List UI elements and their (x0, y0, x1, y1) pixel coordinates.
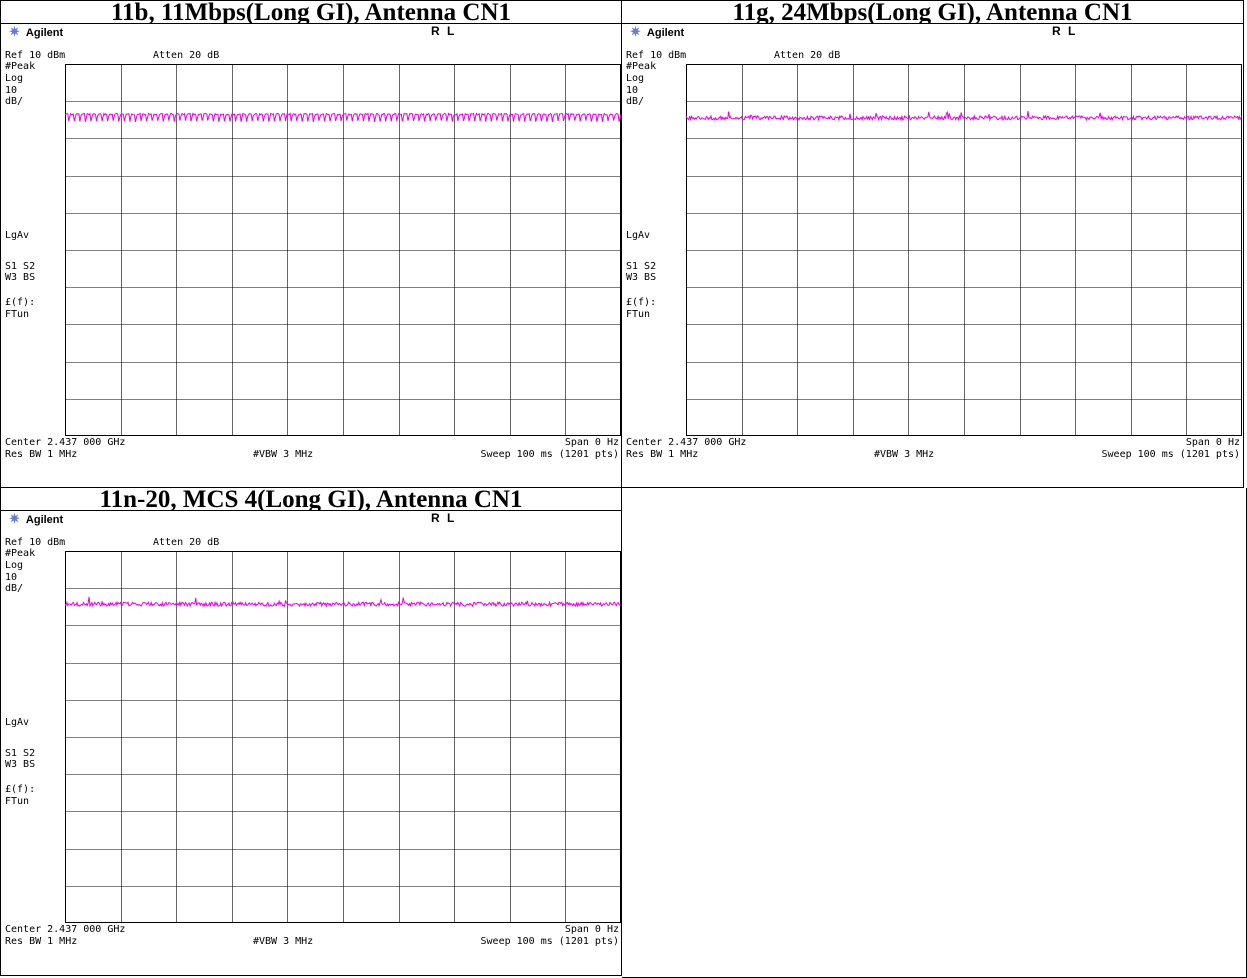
side-peak: #Peak (626, 61, 657, 72)
side-ftun: FTun (5, 309, 30, 320)
side-db-div: dB/ (5, 96, 24, 107)
analyzer-screen: ✷ Agilent R L Ref 10 dBm Atten 20 dB #Pea… (1, 24, 621, 489)
side-db-div: dB/ (626, 96, 645, 107)
side-db-div: dB/ (5, 583, 24, 594)
attenuation: Atten 20 dB (153, 50, 220, 61)
side-lgav: LgAv (5, 717, 30, 728)
panel-title: 11n-20, MCS 4(Long GI), Antenna CN1 (1, 488, 621, 511)
agilent-logo-icon: ✷ (630, 24, 641, 39)
sweep-time: Sweep 100 ms (1201 pts) (480, 936, 619, 947)
side-ff: £(f): (5, 297, 36, 308)
graticule-border (65, 64, 621, 436)
graticule (65, 64, 621, 436)
panel-3: 11n-20, MCS 4(Long GI), Antenna CN1 ✷ Agi… (0, 488, 622, 976)
ref-level: Ref 10 dBm (626, 50, 687, 61)
side-lgav: LgAv (5, 230, 30, 241)
agilent-logo-icon: ✷ (9, 24, 20, 39)
side-s1s2: S1 S2 (5, 748, 36, 759)
trace-line (686, 110, 1242, 122)
side-ff: £(f): (626, 297, 657, 308)
span: Span 0 Hz (564, 924, 619, 935)
attenuation: Atten 20 dB (774, 50, 841, 61)
brand-name: Agilent (25, 27, 64, 39)
brand-row: ✷ Agilent (9, 511, 63, 529)
span: Span 0 Hz (564, 437, 619, 448)
analyzer-screen: ✷ Agilent R L Ref 10 dBm Atten 20 dB #Pea… (1, 511, 621, 976)
side-log: Log (5, 73, 24, 84)
spectrum-plot (686, 64, 1242, 436)
side-peak: #Peak (5, 61, 36, 72)
video-bandwidth: #VBW 3 MHz (253, 936, 314, 947)
brand-row: ✷ Agilent (9, 24, 63, 42)
resolution-bandwidth: Res BW 1 MHz (626, 449, 699, 460)
agilent-logo-icon: ✷ (9, 511, 20, 526)
graticule-border (686, 64, 1242, 436)
empty-cell (622, 488, 1247, 978)
rl-indicator: R L (1052, 24, 1078, 38)
side-ff: £(f): (5, 784, 36, 795)
trace-line (65, 112, 621, 123)
side-s1s2: S1 S2 (626, 261, 657, 272)
resolution-bandwidth: Res BW 1 MHz (5, 449, 78, 460)
video-bandwidth: #VBW 3 MHz (253, 449, 314, 460)
center-frequency: Center 2.437 000 GHz (626, 437, 747, 448)
ref-level: Ref 10 dBm (5, 537, 66, 548)
side-lgav: LgAv (626, 230, 651, 241)
center-frequency: Center 2.437 000 GHz (5, 437, 126, 448)
side-log: Log (626, 73, 645, 84)
video-bandwidth: #VBW 3 MHz (874, 449, 935, 460)
brand-name: Agilent (25, 514, 64, 526)
center-frequency: Center 2.437 000 GHz (5, 924, 126, 935)
rl-indicator: R L (431, 511, 457, 525)
resolution-bandwidth: Res BW 1 MHz (5, 936, 78, 947)
side-w3bs: W3 BS (626, 272, 657, 283)
side-ftun: FTun (5, 796, 30, 807)
trace-line (65, 596, 621, 608)
side-ftun: FTun (626, 309, 651, 320)
side-scale: 10 (5, 572, 18, 583)
spectrum-plot (65, 64, 621, 436)
panel-title: 11g, 24Mbps(Long GI), Antenna CN1 (622, 1, 1243, 24)
ref-level: Ref 10 dBm (5, 50, 66, 61)
side-s1s2: S1 S2 (5, 261, 36, 272)
brand-row: ✷ Agilent (630, 24, 684, 42)
analyzer-screen: ✷ Agilent R L Ref 10 dBm Atten 20 dB #Pea… (622, 24, 1242, 489)
panel-2: 11g, 24Mbps(Long GI), Antenna CN1 ✷ Agile… (622, 0, 1244, 488)
graticule (686, 64, 1242, 436)
side-w3bs: W3 BS (5, 759, 36, 770)
panel-title: 11b, 11Mbps(Long GI), Antenna CN1 (1, 1, 621, 24)
sweep-time: Sweep 100 ms (1201 pts) (1101, 449, 1240, 460)
side-peak: #Peak (5, 548, 36, 559)
side-scale: 10 (5, 85, 18, 96)
rl-indicator: R L (431, 24, 457, 38)
side-log: Log (5, 560, 24, 571)
span: Span 0 Hz (1185, 437, 1240, 448)
brand-name: Agilent (646, 27, 685, 39)
sweep-time: Sweep 100 ms (1201 pts) (480, 449, 619, 460)
side-w3bs: W3 BS (5, 272, 36, 283)
side-scale: 10 (626, 85, 639, 96)
graticule-border (65, 551, 621, 923)
graticule (65, 551, 621, 923)
panel-1: 11b, 11Mbps(Long GI), Antenna CN1 ✷ Agile… (0, 0, 622, 488)
attenuation: Atten 20 dB (153, 537, 220, 548)
spectrum-plot (65, 551, 621, 923)
